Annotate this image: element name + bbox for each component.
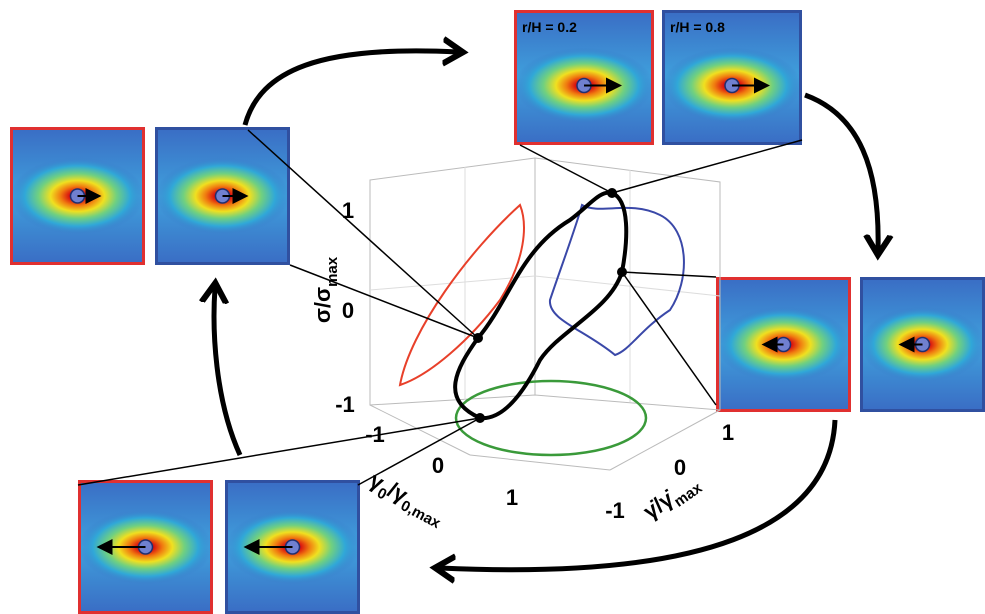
panel-label: r/H = 0.2 [522, 19, 577, 35]
label-part: γ̇/γ̇ [639, 485, 680, 524]
tick-label: -1 [365, 422, 385, 447]
tick-label: 0 [342, 298, 354, 323]
tick-label: 0 [674, 455, 686, 480]
tick-label: -1 [605, 498, 625, 523]
tick-label: 0 [432, 453, 444, 478]
rate-label: γ̇/γ̇max [639, 468, 706, 528]
label-part: σ/σ [310, 287, 335, 323]
stress-label: σ/σmax [310, 256, 341, 323]
panel-label: r/H = 0.8 [670, 19, 725, 35]
tick-label: -1 [335, 392, 355, 417]
label-part: max [324, 256, 341, 287]
tick-label: 1 [506, 485, 518, 510]
tick-label: 1 [722, 420, 734, 445]
black-curve [455, 193, 626, 419]
label-part: 0,max [398, 497, 444, 532]
tick-label: 1 [342, 198, 354, 223]
axes-box [370, 158, 720, 470]
figure: r/H = 0.2 r/H = 0.8 1 0 -1 -1 [0, 0, 985, 614]
